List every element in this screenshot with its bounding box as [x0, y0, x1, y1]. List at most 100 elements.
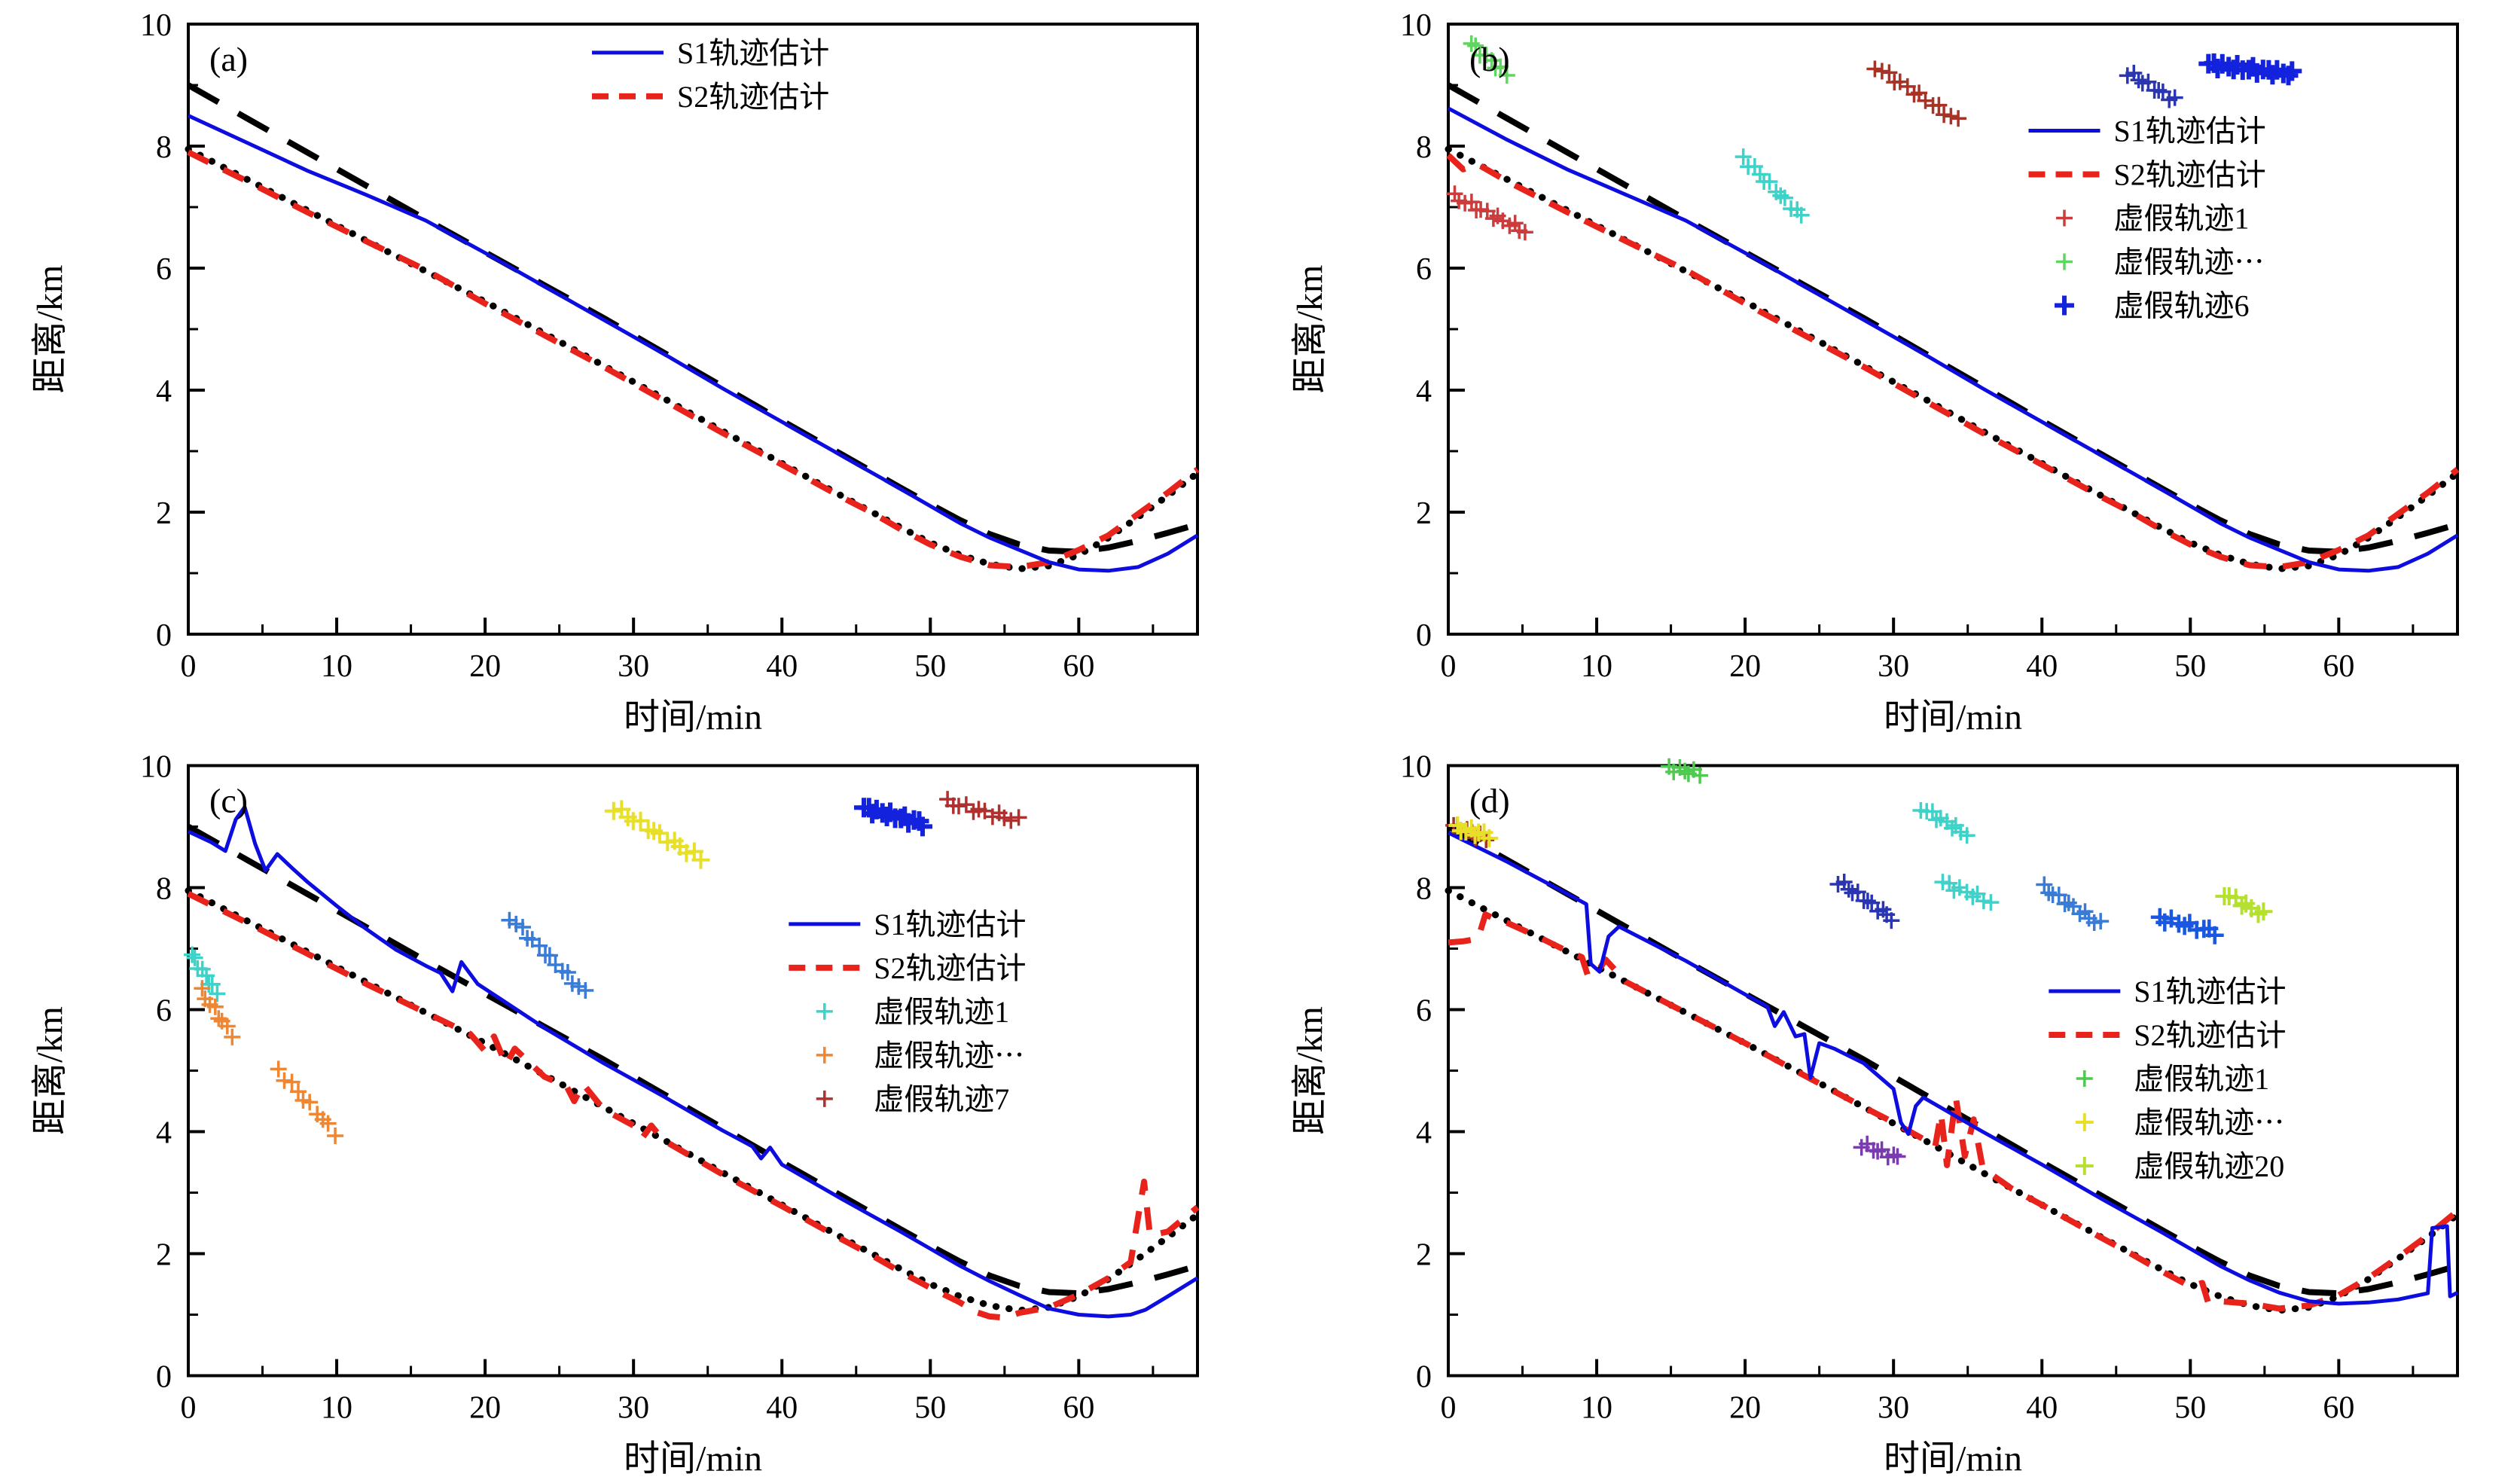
- legend-label: 虚假轨迹⋯: [2134, 1106, 2284, 1140]
- legend-plus-marker: [816, 1046, 833, 1063]
- x-tick-label: 10: [321, 1391, 352, 1426]
- s2-estimate-line: [187, 149, 1200, 570]
- legend-label: S1轨迹估计: [2134, 975, 2286, 1009]
- axes-frame: [1447, 764, 2459, 1378]
- false-track-cyan-mid-markers: [1934, 874, 2000, 911]
- x-tick-label: 20: [1729, 1391, 1761, 1426]
- y-tick-label: 6: [1416, 994, 1432, 1029]
- legend-plus-marker: [2055, 295, 2074, 316]
- y-axis-title: 距离/km: [1290, 265, 1330, 394]
- false-track-navy-markers: [2119, 65, 2183, 108]
- false-track-green-markers: [1463, 35, 1515, 84]
- x-tick-label: 40: [2026, 649, 2058, 684]
- y-axis-title: 距离/km: [30, 1006, 70, 1135]
- x-tick-label: 0: [181, 1391, 197, 1426]
- x-tick-label: 10: [1581, 1391, 1612, 1426]
- false-track-yellow-left-markers: [1448, 816, 1499, 847]
- target-1-true-track-line: [187, 82, 1199, 555]
- legend-label: S2轨迹估计: [2114, 158, 2266, 192]
- false-track-yellow-markers: [604, 800, 710, 869]
- x-tick-label: 50: [2174, 649, 2206, 684]
- panel-label: (c): [209, 782, 248, 820]
- false-track-orange-b-markers: [270, 1060, 344, 1144]
- y-tick-label: 6: [156, 994, 172, 1029]
- x-axis-ticks: [187, 618, 1155, 634]
- x-tick-label: 20: [469, 649, 501, 684]
- y-tick-label: 10: [140, 750, 172, 785]
- false-track-blue-markers: [2150, 908, 2224, 944]
- panel-b: 0 10 20 30 40 50 60 0 2 4 6 8 10 S1轨迹估计 S2轨迹估计 虚假轨迹1 虚假轨…: [1260, 0, 2520, 741]
- target-1-true-track-line: [187, 824, 1199, 1297]
- false-track-7-darkred-markers: [939, 791, 1027, 829]
- y-axis-ticks: [1448, 23, 1465, 636]
- legend-label: S2轨迹估计: [2134, 1018, 2286, 1052]
- x-tick-label: 30: [1878, 649, 1909, 684]
- legend-label: S1轨迹估计: [2114, 114, 2266, 148]
- x-axis-title: 时间/min: [624, 697, 762, 737]
- legend-plus-marker: [2076, 1070, 2093, 1087]
- legend: S1轨迹估计 S2轨迹估计: [592, 36, 829, 114]
- y-tick-label: 0: [156, 618, 172, 653]
- false-track-1-green-markers: [1661, 758, 1709, 784]
- legend-label: 虚假轨迹6: [2114, 289, 2250, 323]
- y-tick-label: 0: [156, 1360, 172, 1395]
- y-tick-label: 2: [156, 1238, 172, 1273]
- s1-estimate-line: [187, 805, 1199, 1319]
- y-tick-label: 10: [140, 8, 172, 43]
- panel-label: (d): [1469, 782, 1510, 820]
- y-tick-label: 8: [1416, 130, 1432, 165]
- panel-d: 0 10 20 30 40 50 60 0 2 4 6 8 10 S1轨迹估计 S2轨迹估计 虚假轨迹1 虚假轨…: [1260, 741, 2520, 1483]
- x-tick-label: 0: [1441, 1391, 1457, 1426]
- false-track-1-red-markers: [1446, 185, 1533, 241]
- x-tick-label: 20: [1729, 649, 1761, 684]
- x-tick-label: 30: [618, 1391, 649, 1426]
- legend-plus-marker: [816, 1002, 833, 1020]
- y-tick-label: 4: [156, 374, 172, 409]
- legend-label: 虚假轨迹7: [874, 1082, 1009, 1116]
- target-2-true-track-line: [185, 887, 1201, 1314]
- x-tick-label: 30: [1878, 1391, 1909, 1426]
- y-tick-label: 2: [1416, 1238, 1432, 1273]
- y-tick-label: 8: [1416, 872, 1432, 907]
- false-track-steelblue-markers: [501, 911, 594, 999]
- y-axis-ticks: [188, 764, 205, 1378]
- x-tick-label: 60: [2323, 649, 2354, 684]
- x-tick-label: 0: [181, 649, 197, 684]
- legend-label: 虚假轨迹⋯: [2114, 246, 2265, 279]
- legend-label: S2轨迹估计: [874, 951, 1026, 985]
- x-tick-label: 10: [321, 649, 352, 684]
- s1-estimate-line: [1447, 831, 2459, 1306]
- s2-estimate-line: [187, 891, 1200, 1321]
- s1-estimate-line: [1447, 106, 2459, 573]
- false-track-cyan-markers: [1734, 148, 1810, 224]
- false-track-darkred-markers: [1866, 60, 1967, 127]
- chart-panel-a: 0 10 20 30 40 50 60 0 2 4 6 8 10 S1轨迹估计 S2轨迹估计 (a) 时间/mi…: [30, 8, 1201, 737]
- x-tick-label: 60: [2323, 1391, 2354, 1426]
- y-tick-label: 8: [156, 872, 172, 907]
- s1-estimate-line: [187, 114, 1199, 573]
- y-tick-label: 0: [1416, 618, 1432, 653]
- false-track-boldblue-markers: [854, 798, 932, 837]
- false-track-navy-markers: [1829, 874, 1900, 929]
- target-2-true-track-line: [1445, 887, 2461, 1314]
- y-axis-title: 距离/km: [30, 265, 70, 394]
- y-tick-label: 10: [1400, 8, 1432, 43]
- y-tick-label: 6: [156, 252, 172, 287]
- panel-label: (b): [1469, 40, 1510, 78]
- x-axis-ticks: [1447, 618, 2415, 634]
- x-axis-title: 时间/min: [1884, 1439, 2022, 1479]
- false-track-1-cyan-markers: [184, 946, 226, 1002]
- x-tick-label: 40: [2026, 1391, 2058, 1426]
- false-track-6-boldblue-markers: [2198, 53, 2302, 86]
- x-tick-label: 40: [766, 649, 798, 684]
- panel-a: 0 10 20 30 40 50 60 0 2 4 6 8 10 S1轨迹估计 S2轨迹估计 (a) 时间/mi…: [0, 0, 1260, 741]
- x-tick-label: 0: [1441, 649, 1457, 684]
- legend-label: 虚假轨迹1: [2114, 202, 2250, 236]
- false-track-orange-a-markers: [194, 980, 241, 1045]
- x-tick-label: 60: [1063, 1391, 1094, 1426]
